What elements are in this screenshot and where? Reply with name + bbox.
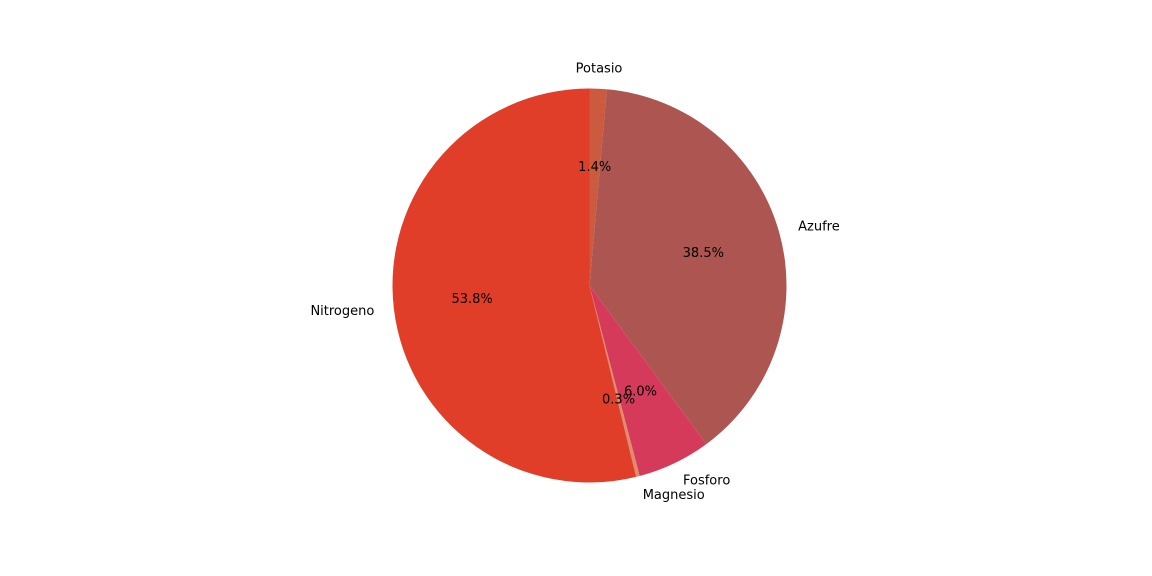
- slice-pct-nitrogeno: 53.8%: [451, 292, 492, 307]
- pie-slice-azufre: [589, 89, 787, 445]
- slice-label-potasio: Potasio: [576, 62, 623, 77]
- pie-slice-fosforo: [589, 285, 707, 476]
- pie-slice-nitrogeno: [392, 88, 637, 483]
- pie-slice-magnesio: [589, 285, 640, 477]
- slice-pct-fosforo: 6.0%: [624, 385, 657, 400]
- slice-label-fosforo: Fosforo: [683, 473, 730, 488]
- pie-slices: [392, 88, 787, 483]
- pie-slice-potasio: [589, 88, 607, 286]
- slice-pct-magnesio: 0.3%: [602, 393, 635, 408]
- slice-label-magnesio: Magnesio: [643, 488, 705, 503]
- slice-label-azufre: Azufre: [798, 220, 840, 235]
- pie-labels: Potasio 1.4% Azufre 38.5% Fosforo 6.0% Magnesi…: [310, 62, 839, 504]
- slice-label-nitrogeno: Nitrogeno: [310, 304, 374, 319]
- slice-pct-potasio: 1.4%: [578, 160, 611, 175]
- slice-pct-azufre: 38.5%: [683, 246, 724, 261]
